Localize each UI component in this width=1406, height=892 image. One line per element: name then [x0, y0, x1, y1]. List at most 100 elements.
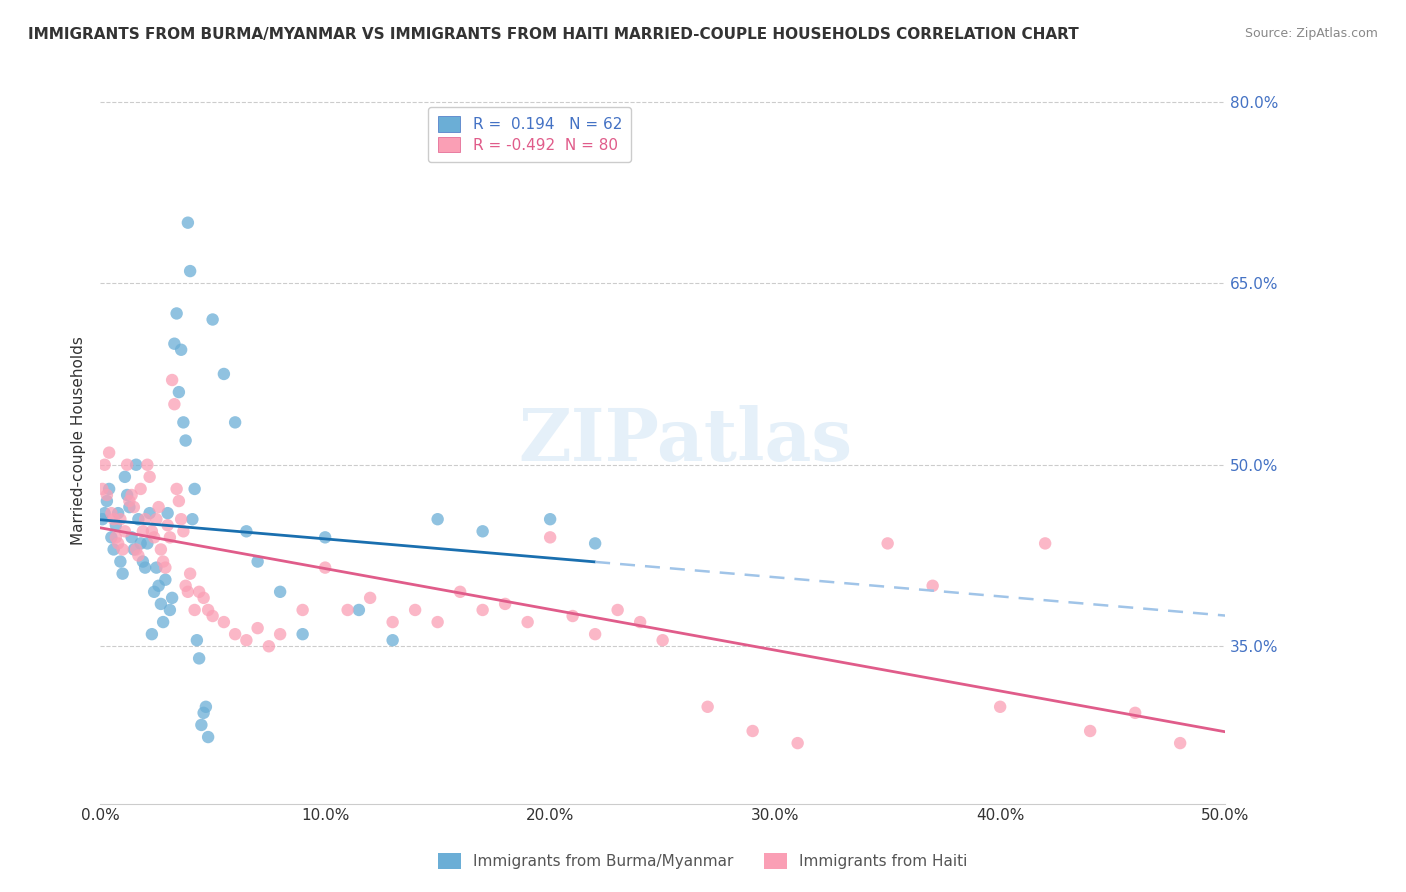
Point — [110, 512, 132, 526]
Point — [786, 736, 808, 750]
Point — [145, 512, 167, 526]
Point — [121, 488, 143, 502]
Point — [122, 542, 145, 557]
Text: ZIPatlas: ZIPatlas — [517, 405, 852, 476]
Point — [125, 458, 148, 472]
Point — [696, 699, 718, 714]
Point — [193, 706, 215, 720]
Point — [170, 343, 193, 357]
Point — [269, 584, 291, 599]
Point — [114, 470, 136, 484]
Point — [193, 591, 215, 605]
Point — [174, 579, 197, 593]
Point — [167, 494, 190, 508]
Point — [155, 560, 177, 574]
Point — [149, 542, 172, 557]
Point — [741, 724, 763, 739]
Point — [118, 500, 141, 514]
Point — [156, 518, 179, 533]
Point — [91, 512, 114, 526]
Point — [212, 615, 235, 629]
Point — [110, 555, 132, 569]
Point — [160, 591, 183, 605]
Point — [170, 512, 193, 526]
Point — [152, 615, 174, 629]
Point — [291, 627, 314, 641]
Point — [100, 530, 122, 544]
Point — [98, 445, 121, 459]
Point — [155, 573, 177, 587]
Point — [118, 494, 141, 508]
Point — [471, 524, 494, 539]
Point — [103, 542, 125, 557]
Point — [426, 615, 449, 629]
Point — [1123, 706, 1146, 720]
Point — [583, 627, 606, 641]
Point — [538, 530, 561, 544]
Point — [188, 584, 211, 599]
Text: IMMIGRANTS FROM BURMA/MYANMAR VS IMMIGRANTS FROM HAITI MARRIED-COUPLE HOUSEHOLDS: IMMIGRANTS FROM BURMA/MYANMAR VS IMMIGRA… — [28, 27, 1078, 42]
Point — [159, 530, 181, 544]
Point — [179, 566, 201, 581]
Point — [538, 512, 561, 526]
Legend: Immigrants from Burma/Myanmar, Immigrants from Haiti: Immigrants from Burma/Myanmar, Immigrant… — [432, 847, 974, 875]
Point — [93, 506, 115, 520]
Point — [134, 560, 156, 574]
Point — [177, 216, 200, 230]
Text: Source: ZipAtlas.com: Source: ZipAtlas.com — [1244, 27, 1378, 40]
Point — [145, 560, 167, 574]
Point — [181, 512, 204, 526]
Point — [141, 524, 163, 539]
Point — [114, 524, 136, 539]
Point — [179, 264, 201, 278]
Point — [138, 506, 160, 520]
Point — [129, 536, 152, 550]
Point — [381, 615, 404, 629]
Point — [257, 640, 280, 654]
Point — [197, 603, 219, 617]
Point — [107, 536, 129, 550]
Point — [149, 597, 172, 611]
Point — [1033, 536, 1056, 550]
Point — [583, 536, 606, 550]
Point — [166, 482, 188, 496]
Point — [201, 609, 224, 624]
Point — [988, 699, 1011, 714]
Point — [98, 482, 121, 496]
Point — [156, 506, 179, 520]
Point — [104, 518, 127, 533]
Point — [347, 603, 370, 617]
Point — [100, 506, 122, 520]
Point — [224, 416, 246, 430]
Legend: R =  0.194   N = 62, R = -0.492  N = 80: R = 0.194 N = 62, R = -0.492 N = 80 — [429, 107, 631, 161]
Point — [138, 470, 160, 484]
Point — [163, 336, 186, 351]
Point — [163, 397, 186, 411]
Point — [1078, 724, 1101, 739]
Point — [314, 560, 336, 574]
Point — [628, 615, 651, 629]
Point — [96, 494, 118, 508]
Point — [91, 482, 114, 496]
Point — [471, 603, 494, 617]
Point — [160, 373, 183, 387]
Point — [246, 555, 269, 569]
Point — [96, 488, 118, 502]
Point — [115, 458, 138, 472]
Point — [426, 512, 449, 526]
Point — [269, 627, 291, 641]
Point — [129, 482, 152, 496]
Point — [359, 591, 381, 605]
Point — [606, 603, 628, 617]
Point — [314, 530, 336, 544]
Point — [183, 482, 205, 496]
Point — [107, 506, 129, 520]
Point — [103, 512, 125, 526]
Point — [212, 367, 235, 381]
Point — [143, 530, 166, 544]
Point — [921, 579, 943, 593]
Point — [159, 603, 181, 617]
Point — [651, 633, 673, 648]
Point — [148, 500, 170, 514]
Point — [190, 718, 212, 732]
